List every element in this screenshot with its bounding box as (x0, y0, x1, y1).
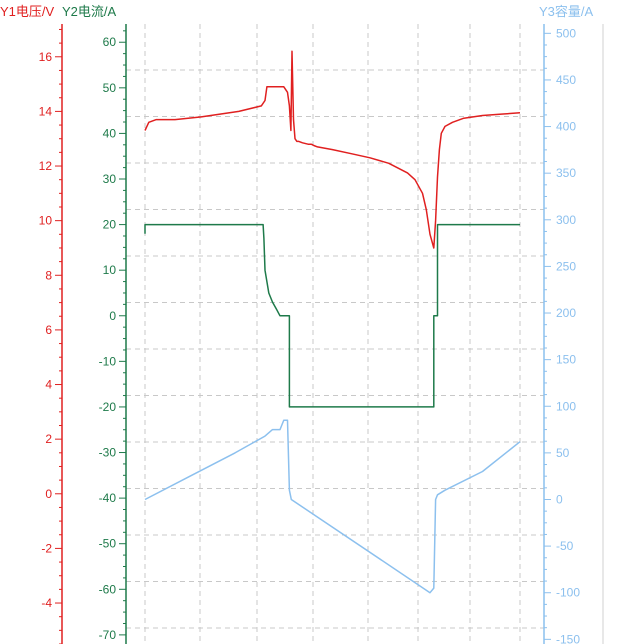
y1-axis-title: Y1电压/V (0, 4, 55, 19)
y2-tick-label: -50 (99, 537, 117, 551)
y2-tick-label: 30 (103, 172, 117, 186)
y1-tick-label: 10 (39, 214, 53, 228)
axis-ticks: -4-20246810121416-70-60-50-40-30-20-1001… (39, 26, 580, 644)
y1-tick-label: 0 (45, 487, 52, 501)
y2-tick-label: 50 (103, 81, 117, 95)
y3-tick-label: 0 (556, 492, 563, 506)
y3-tick-label: -150 (556, 632, 580, 644)
y3-tick-label: 250 (556, 259, 576, 273)
gridlines (126, 24, 544, 644)
series-line-y3 (144, 419, 521, 594)
y1-tick-label: -4 (41, 596, 52, 610)
y2-tick-label: -70 (99, 628, 117, 642)
y2-tick-label: 60 (103, 35, 117, 49)
y2-tick-label: 0 (109, 309, 116, 323)
series-line-y2 (144, 223, 520, 408)
y1-tick-label: 4 (45, 378, 52, 392)
y1-tick-label: 12 (39, 159, 53, 173)
y3-tick-label: 100 (556, 399, 576, 413)
y1-tick-label: -2 (41, 541, 52, 555)
y1-tick-label: 8 (45, 268, 52, 282)
plot-area (126, 24, 544, 644)
y2-tick-label: 40 (103, 126, 117, 140)
y1-tick-label: 2 (45, 432, 52, 446)
y2-axis-title: Y2电流/A (62, 4, 117, 19)
y3-tick-label: 350 (556, 166, 576, 180)
series-line-y1 (144, 50, 521, 249)
y2-tick-label: -10 (99, 354, 117, 368)
y3-tick-label: 450 (556, 73, 576, 87)
y3-tick-label: -50 (556, 539, 574, 553)
series-group (144, 50, 521, 594)
y2-tick-label: 20 (103, 218, 117, 232)
y2-tick-label: -20 (99, 400, 117, 414)
y3-tick-label: -100 (556, 586, 580, 600)
y3-tick-label: 50 (556, 446, 570, 460)
y1-tick-label: 6 (45, 323, 52, 337)
y2-tick-label: -40 (99, 491, 117, 505)
y3-tick-label: 300 (556, 213, 576, 227)
y3-axis-title: Y3容量/A (539, 4, 594, 19)
y3-tick-label: 200 (556, 306, 576, 320)
y2-tick-label: -30 (99, 446, 117, 460)
y1-tick-label: 16 (39, 50, 53, 64)
y3-tick-label: 150 (556, 353, 576, 367)
y3-tick-label: 500 (556, 26, 576, 40)
y3-tick-label: 400 (556, 120, 576, 134)
y2-tick-label: 10 (103, 263, 117, 277)
y1-tick-label: 14 (39, 104, 53, 118)
y2-tick-label: -60 (99, 582, 117, 596)
